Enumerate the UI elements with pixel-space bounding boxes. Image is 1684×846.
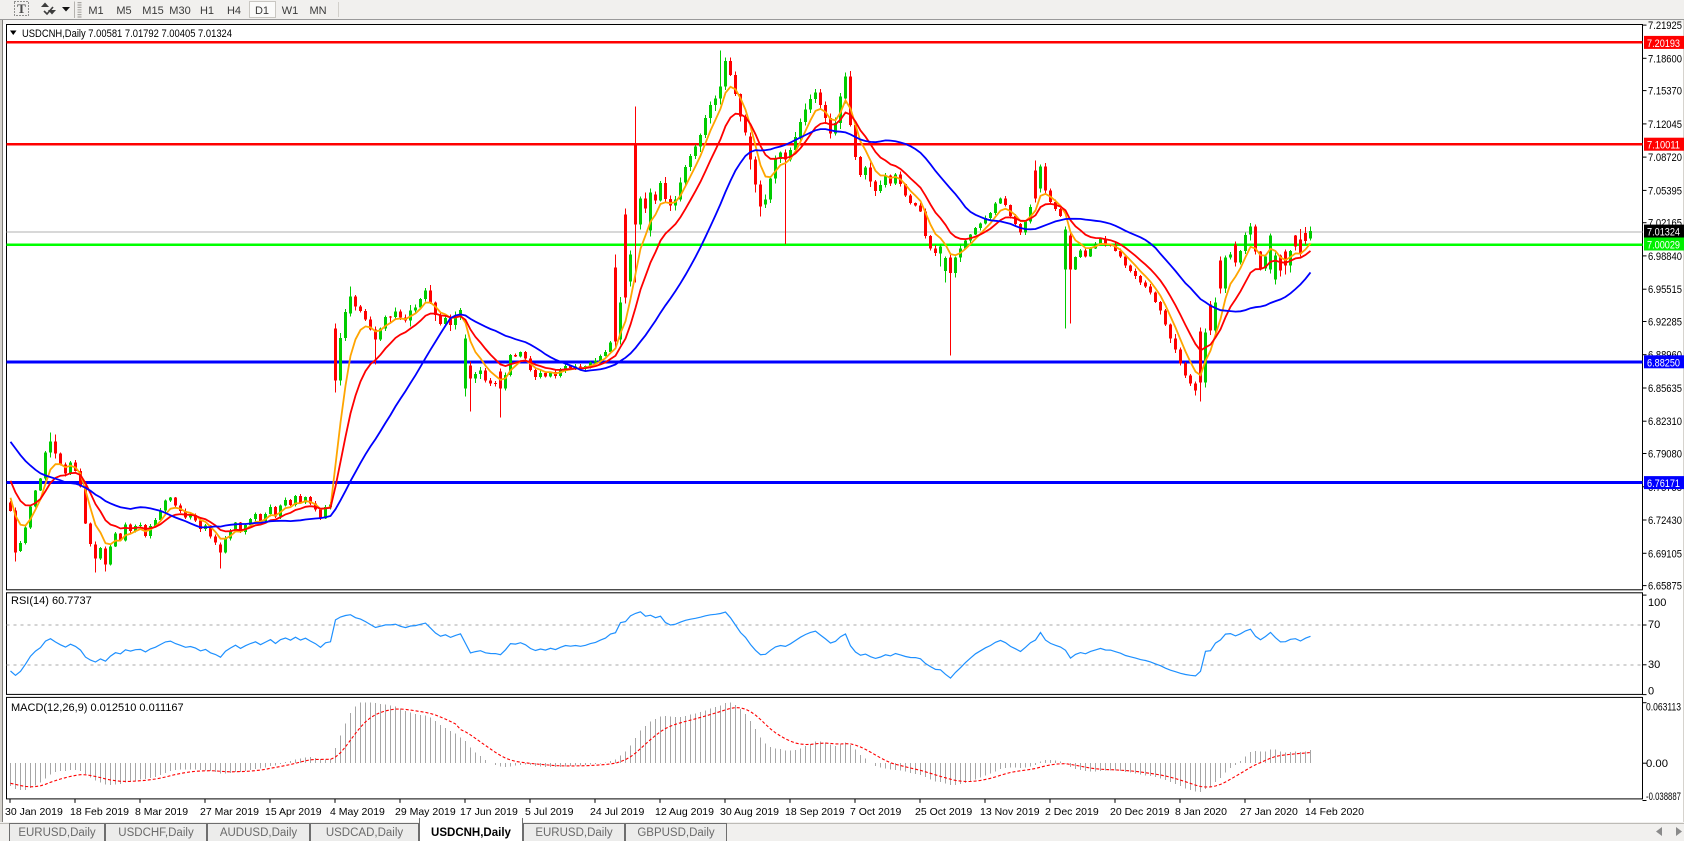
svg-text:18 Feb 2019: 18 Feb 2019 [70, 806, 129, 818]
svg-text:18 Sep 2019: 18 Sep 2019 [785, 806, 845, 818]
svg-text:MACD(12,26,9) 0.012510 0.01116: MACD(12,26,9) 0.012510 0.011167 [11, 702, 184, 714]
svg-text:0.00: 0.00 [1646, 758, 1668, 770]
svg-text:6.88250: 6.88250 [1647, 357, 1680, 369]
svg-text:6.76171: 6.76171 [1647, 478, 1680, 490]
svg-text:6.72430: 6.72430 [1648, 515, 1682, 527]
svg-text:8 Jan 2020: 8 Jan 2020 [1175, 806, 1227, 818]
svg-text:W1: W1 [282, 5, 299, 17]
svg-text:M5: M5 [116, 5, 131, 17]
svg-text:MN: MN [309, 5, 326, 17]
svg-text:H1: H1 [200, 5, 214, 17]
svg-text:15 Apr 2019: 15 Apr 2019 [265, 806, 322, 818]
svg-text:EURUSD,Daily: EURUSD,Daily [535, 827, 613, 839]
svg-text:30: 30 [1648, 659, 1660, 671]
svg-text:USDCAD,Daily: USDCAD,Daily [326, 827, 404, 839]
svg-text:M30: M30 [169, 5, 190, 17]
svg-text:7.00029: 7.00029 [1647, 240, 1680, 252]
svg-text:6.85635: 6.85635 [1648, 383, 1682, 395]
svg-text:6.95515: 6.95515 [1648, 284, 1682, 296]
svg-text:7.01324: 7.01324 [1647, 227, 1680, 239]
svg-text:T: T [17, 1, 26, 16]
svg-text:27 Mar 2019: 27 Mar 2019 [200, 806, 259, 818]
svg-text:6.79080: 6.79080 [1648, 449, 1682, 461]
svg-text:5 Jul 2019: 5 Jul 2019 [525, 806, 574, 818]
svg-text:7.15370: 7.15370 [1648, 86, 1682, 98]
svg-text:M1: M1 [88, 5, 103, 17]
svg-text:7.21925: 7.21925 [1648, 20, 1682, 32]
svg-text:17 Jun 2019: 17 Jun 2019 [460, 806, 518, 818]
svg-text:0.063113: 0.063113 [1646, 701, 1681, 713]
svg-text:24 Jul 2019: 24 Jul 2019 [590, 806, 644, 818]
svg-text:EURUSD,Daily: EURUSD,Daily [18, 827, 96, 839]
svg-text:6.82310: 6.82310 [1648, 416, 1682, 428]
svg-text:7 Oct 2019: 7 Oct 2019 [850, 806, 902, 818]
svg-text:25 Oct 2019: 25 Oct 2019 [915, 806, 972, 818]
svg-text:-0.038887: -0.038887 [1646, 791, 1681, 803]
svg-text:7.05395: 7.05395 [1648, 185, 1682, 197]
svg-text:30 Aug 2019: 30 Aug 2019 [720, 806, 779, 818]
svg-text:6.98840: 6.98840 [1648, 251, 1682, 263]
svg-text:M15: M15 [142, 5, 163, 17]
svg-text:6.92285: 6.92285 [1648, 317, 1682, 329]
svg-text:USDCHF,Daily: USDCHF,Daily [118, 827, 194, 839]
svg-text:30 Jan 2019: 30 Jan 2019 [5, 806, 63, 818]
svg-text:100: 100 [1648, 597, 1666, 609]
svg-text:7.20193: 7.20193 [1647, 38, 1680, 50]
svg-text:27 Jan 2020: 27 Jan 2020 [1240, 806, 1298, 818]
svg-text:7.12045: 7.12045 [1648, 119, 1682, 131]
svg-text:8 Mar 2019: 8 Mar 2019 [135, 806, 188, 818]
svg-text:0: 0 [1648, 685, 1654, 697]
svg-text:29 May 2019: 29 May 2019 [395, 806, 456, 818]
svg-text:13 Nov 2019: 13 Nov 2019 [980, 806, 1040, 818]
svg-text:6.65875: 6.65875 [1648, 581, 1682, 593]
svg-text:2 Dec 2019: 2 Dec 2019 [1045, 806, 1099, 818]
svg-text:USDCNH,Daily: USDCNH,Daily [431, 827, 511, 839]
svg-text:14 Feb 2020: 14 Feb 2020 [1305, 806, 1364, 818]
svg-text:7.10011: 7.10011 [1647, 140, 1680, 152]
svg-text:4 May 2019: 4 May 2019 [330, 806, 385, 818]
svg-text:6.69105: 6.69105 [1648, 548, 1682, 560]
svg-text:12 Aug 2019: 12 Aug 2019 [655, 806, 714, 818]
svg-text:H4: H4 [227, 5, 241, 17]
svg-text:20 Dec 2019: 20 Dec 2019 [1110, 806, 1170, 818]
svg-text:70: 70 [1648, 619, 1660, 631]
svg-text:USDCNH,Daily 7.00581 7.01792: USDCNH,Daily 7.00581 7.01792 7.00405 7.0… [22, 28, 232, 40]
svg-text:7.18600: 7.18600 [1648, 53, 1682, 65]
svg-text:GBPUSD,Daily: GBPUSD,Daily [637, 827, 715, 839]
svg-text:7.08720: 7.08720 [1648, 152, 1682, 164]
svg-text:RSI(14) 60.7737: RSI(14) 60.7737 [11, 595, 92, 607]
svg-text:AUDUSD,Daily: AUDUSD,Daily [220, 827, 298, 839]
svg-text:D1: D1 [255, 5, 269, 17]
